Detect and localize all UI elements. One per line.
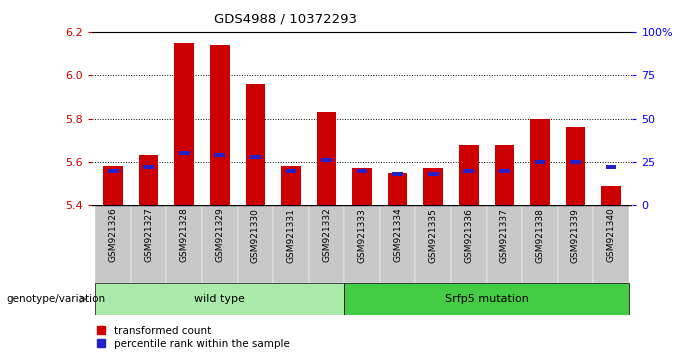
Text: GSM921336: GSM921336 [464,208,473,263]
Text: Srfp5 mutation: Srfp5 mutation [445,294,528,304]
Bar [380,205,415,283]
Bar [344,205,380,283]
Text: GSM921335: GSM921335 [428,208,438,263]
Bar [499,169,510,172]
Text: genotype/variation: genotype/variation [7,294,106,304]
Bar [494,145,514,205]
Text: GSM921331: GSM921331 [286,208,296,263]
Bar [167,205,202,283]
Text: GSM921332: GSM921332 [322,208,331,262]
Text: GSM921340: GSM921340 [607,208,615,262]
Bar [103,166,123,205]
Bar [179,152,190,155]
Bar [317,112,337,205]
Bar [459,145,479,205]
Text: GSM921327: GSM921327 [144,208,153,262]
Bar [95,205,131,283]
Bar [601,186,621,205]
Legend: transformed count, percentile rank within the sample: transformed count, percentile rank withi… [97,326,290,349]
Bar [352,169,372,205]
Bar [139,155,158,205]
Bar [210,45,230,205]
Bar [606,165,617,169]
Text: GSM921339: GSM921339 [571,208,580,263]
Text: GSM921338: GSM921338 [535,208,545,263]
Text: GSM921330: GSM921330 [251,208,260,263]
Bar [286,169,296,172]
Bar [245,84,265,205]
Bar [321,158,332,162]
Bar [463,169,474,172]
Bar [487,205,522,283]
Bar [250,155,261,159]
Text: GSM921334: GSM921334 [393,208,402,262]
Bar [424,169,443,205]
Text: GSM921329: GSM921329 [216,208,224,262]
Bar [344,283,629,315]
Bar [131,205,167,283]
Bar [415,205,451,283]
Text: GSM921328: GSM921328 [180,208,189,262]
Bar [237,205,273,283]
Text: GDS4988 / 10372293: GDS4988 / 10372293 [214,12,357,25]
Text: GSM921326: GSM921326 [109,208,118,262]
Bar [451,205,487,283]
Bar [558,205,593,283]
Bar [522,205,558,283]
Bar [593,205,629,283]
Text: GSM921333: GSM921333 [358,208,367,263]
Text: wild type: wild type [194,294,245,304]
Bar [566,127,585,205]
Bar [570,160,581,164]
Bar [357,169,367,172]
Bar [428,172,439,176]
Bar [202,205,237,283]
Bar [107,169,118,172]
Bar [143,165,154,169]
Bar [530,119,549,205]
Bar [388,173,407,205]
Text: GSM921337: GSM921337 [500,208,509,263]
Bar [175,43,194,205]
Bar [273,205,309,283]
Bar [534,160,545,164]
Bar [392,172,403,176]
Bar [214,153,225,157]
Bar [309,205,344,283]
Bar [95,283,344,315]
Bar [282,166,301,205]
